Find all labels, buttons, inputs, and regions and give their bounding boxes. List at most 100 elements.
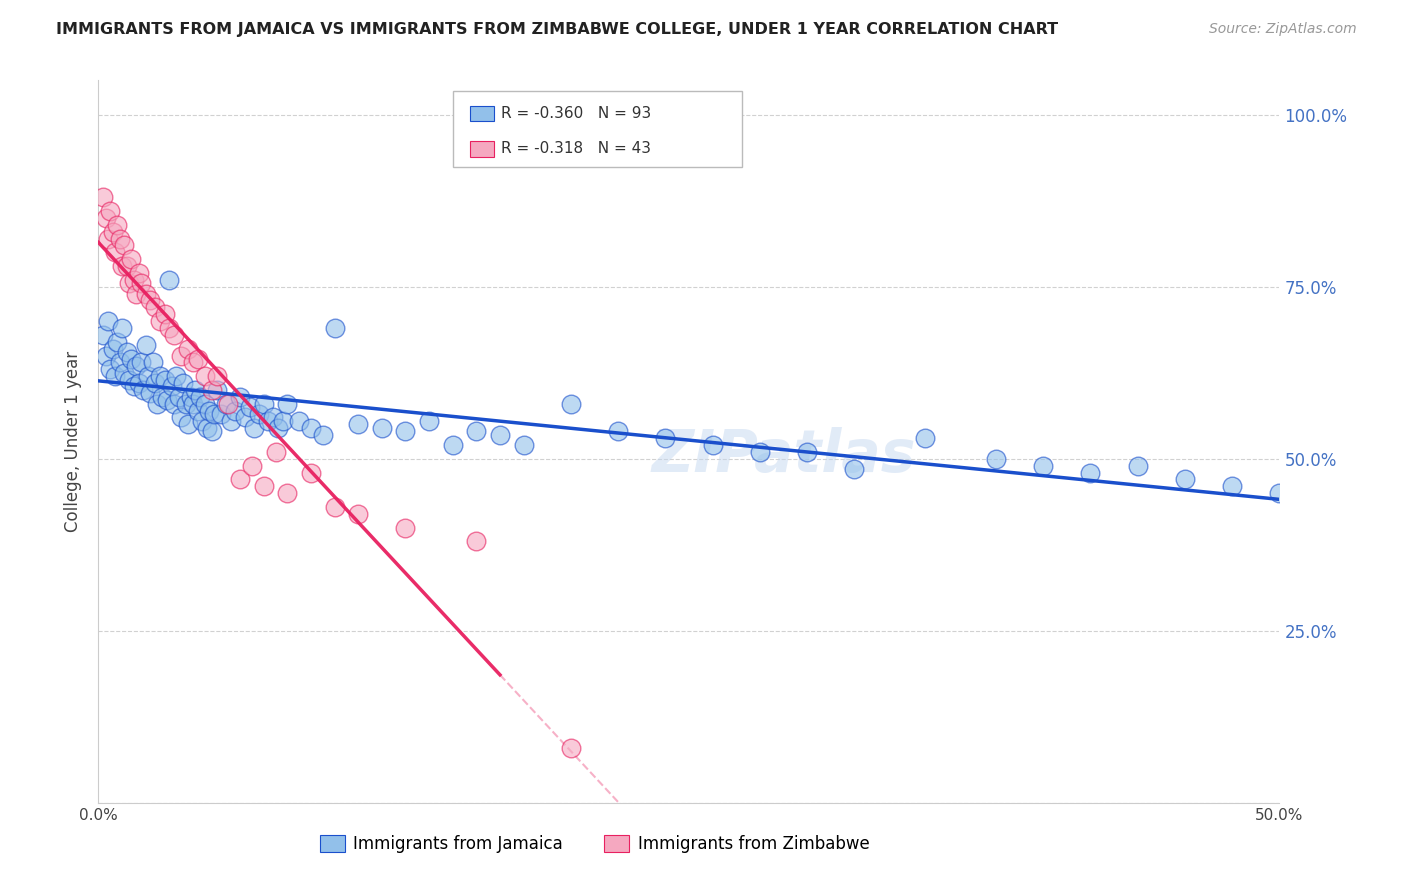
Point bbox=[702, 438, 724, 452]
Point bbox=[94, 349, 117, 363]
Point bbox=[240, 458, 263, 473]
Point bbox=[1126, 458, 1149, 473]
Point bbox=[198, 403, 221, 417]
Point bbox=[105, 218, 128, 232]
Point bbox=[112, 366, 135, 380]
Point bbox=[347, 507, 370, 521]
Point bbox=[205, 383, 228, 397]
Text: Source: ZipAtlas.com: Source: ZipAtlas.com bbox=[1209, 22, 1357, 37]
Point bbox=[142, 355, 165, 369]
Point bbox=[174, 397, 197, 411]
Point bbox=[323, 500, 346, 514]
Point bbox=[132, 383, 155, 397]
Point bbox=[163, 327, 186, 342]
Point bbox=[202, 407, 225, 421]
Point bbox=[105, 334, 128, 349]
Point bbox=[219, 414, 242, 428]
Point bbox=[267, 421, 290, 435]
Point bbox=[796, 445, 818, 459]
Point bbox=[371, 421, 394, 435]
Point bbox=[257, 414, 280, 428]
Point bbox=[288, 414, 311, 428]
Point bbox=[129, 355, 152, 369]
Point bbox=[914, 431, 936, 445]
Point bbox=[264, 445, 287, 459]
Point bbox=[111, 321, 134, 335]
Point bbox=[153, 373, 176, 387]
Point bbox=[125, 286, 148, 301]
Point bbox=[172, 376, 194, 390]
Point bbox=[101, 225, 124, 239]
Point bbox=[271, 414, 294, 428]
Point bbox=[170, 349, 193, 363]
Point bbox=[654, 431, 676, 445]
Text: IMMIGRANTS FROM JAMAICA VS IMMIGRANTS FROM ZIMBABWE COLLEGE, UNDER 1 YEAR CORREL: IMMIGRANTS FROM JAMAICA VS IMMIGRANTS FR… bbox=[56, 22, 1059, 37]
Point bbox=[276, 397, 298, 411]
Point bbox=[104, 245, 127, 260]
Point bbox=[184, 383, 207, 397]
Point bbox=[253, 479, 276, 493]
Point bbox=[188, 390, 211, 404]
Point bbox=[177, 342, 200, 356]
Point bbox=[233, 410, 256, 425]
Point bbox=[229, 390, 252, 404]
Point bbox=[125, 359, 148, 373]
Point bbox=[209, 407, 232, 421]
Point bbox=[122, 379, 145, 393]
Point bbox=[253, 397, 276, 411]
Point bbox=[194, 369, 217, 384]
Point bbox=[465, 534, 488, 549]
Point bbox=[1174, 472, 1197, 486]
Point bbox=[224, 403, 246, 417]
Point bbox=[165, 369, 187, 384]
Point bbox=[170, 410, 193, 425]
Point bbox=[205, 369, 228, 384]
Point bbox=[243, 421, 266, 435]
Point bbox=[139, 386, 162, 401]
Bar bbox=[471, 141, 494, 157]
Point bbox=[94, 211, 117, 225]
Point bbox=[844, 462, 866, 476]
Point bbox=[229, 472, 252, 486]
Point bbox=[191, 414, 214, 428]
Point bbox=[149, 369, 172, 384]
Point bbox=[143, 376, 166, 390]
Point bbox=[394, 424, 416, 438]
Point bbox=[91, 190, 114, 204]
Point bbox=[149, 314, 172, 328]
Point bbox=[146, 397, 169, 411]
Point bbox=[394, 520, 416, 534]
Point bbox=[129, 277, 152, 291]
Point bbox=[108, 355, 131, 369]
Point bbox=[187, 403, 209, 417]
Point bbox=[167, 390, 190, 404]
Point bbox=[748, 445, 770, 459]
Point bbox=[128, 266, 150, 280]
Point bbox=[128, 376, 150, 390]
Point bbox=[118, 373, 141, 387]
Point bbox=[489, 427, 512, 442]
Point bbox=[157, 273, 180, 287]
Point bbox=[1080, 466, 1102, 480]
Point bbox=[121, 252, 143, 267]
Point bbox=[984, 451, 1007, 466]
Point bbox=[441, 438, 464, 452]
Point bbox=[108, 231, 131, 245]
Point bbox=[299, 421, 322, 435]
Point bbox=[160, 379, 183, 393]
Point bbox=[512, 438, 534, 452]
Point bbox=[560, 397, 582, 411]
Point bbox=[163, 397, 186, 411]
Legend: Immigrants from Jamaica, Immigrants from Zimbabwe: Immigrants from Jamaica, Immigrants from… bbox=[314, 828, 876, 860]
Text: R = -0.360   N = 93: R = -0.360 N = 93 bbox=[501, 106, 651, 121]
Point bbox=[187, 351, 209, 366]
Point bbox=[323, 321, 346, 335]
Point bbox=[139, 293, 162, 308]
Y-axis label: College, Under 1 year: College, Under 1 year bbox=[65, 351, 83, 533]
Point bbox=[347, 417, 370, 432]
Point bbox=[560, 740, 582, 755]
Point bbox=[1032, 458, 1054, 473]
Point bbox=[150, 390, 173, 404]
Point bbox=[299, 466, 322, 480]
Point bbox=[121, 351, 143, 366]
